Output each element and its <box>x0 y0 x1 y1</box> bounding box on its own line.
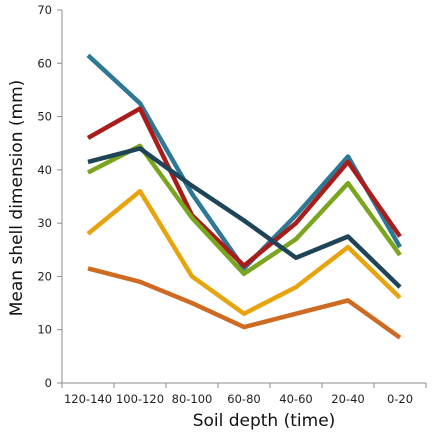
y-tick-label: 0 <box>45 376 52 390</box>
axes-layer: 0 10 20 30 40 50 60 70 120-140 100-120 80-100 60-80… <box>37 3 427 406</box>
x-tick-label: 80-100 <box>172 392 213 406</box>
y-axis-label: Mean shell dimension (mm) <box>7 80 27 317</box>
x-tick-label: 60-80 <box>227 392 260 406</box>
y-tick-label: 50 <box>37 110 52 124</box>
series-line-5 <box>86 188 402 316</box>
series-line-2 <box>86 106 402 269</box>
x-tick-label: 100-120 <box>116 392 164 406</box>
x-tick-label: 120-140 <box>64 392 112 406</box>
series-line-4 <box>87 146 402 289</box>
series-layer <box>86 53 402 340</box>
x-axis-label: Soil depth (time) <box>193 411 336 431</box>
y-tick-label: 30 <box>37 216 52 230</box>
y-tick-label: 70 <box>37 3 52 17</box>
x-tick-label: 20-40 <box>331 392 364 406</box>
series-line-1 <box>86 53 402 271</box>
series-line-6 <box>87 266 402 340</box>
y-tick-label: 40 <box>37 163 52 177</box>
y-tick-label: 10 <box>37 323 52 337</box>
y-tick-label: 20 <box>37 269 52 283</box>
series-line-3 <box>86 143 402 277</box>
x-tick-label: 40-60 <box>279 392 312 406</box>
y-tick-label: 60 <box>37 56 52 70</box>
x-tick-label: 0-20 <box>387 392 413 406</box>
